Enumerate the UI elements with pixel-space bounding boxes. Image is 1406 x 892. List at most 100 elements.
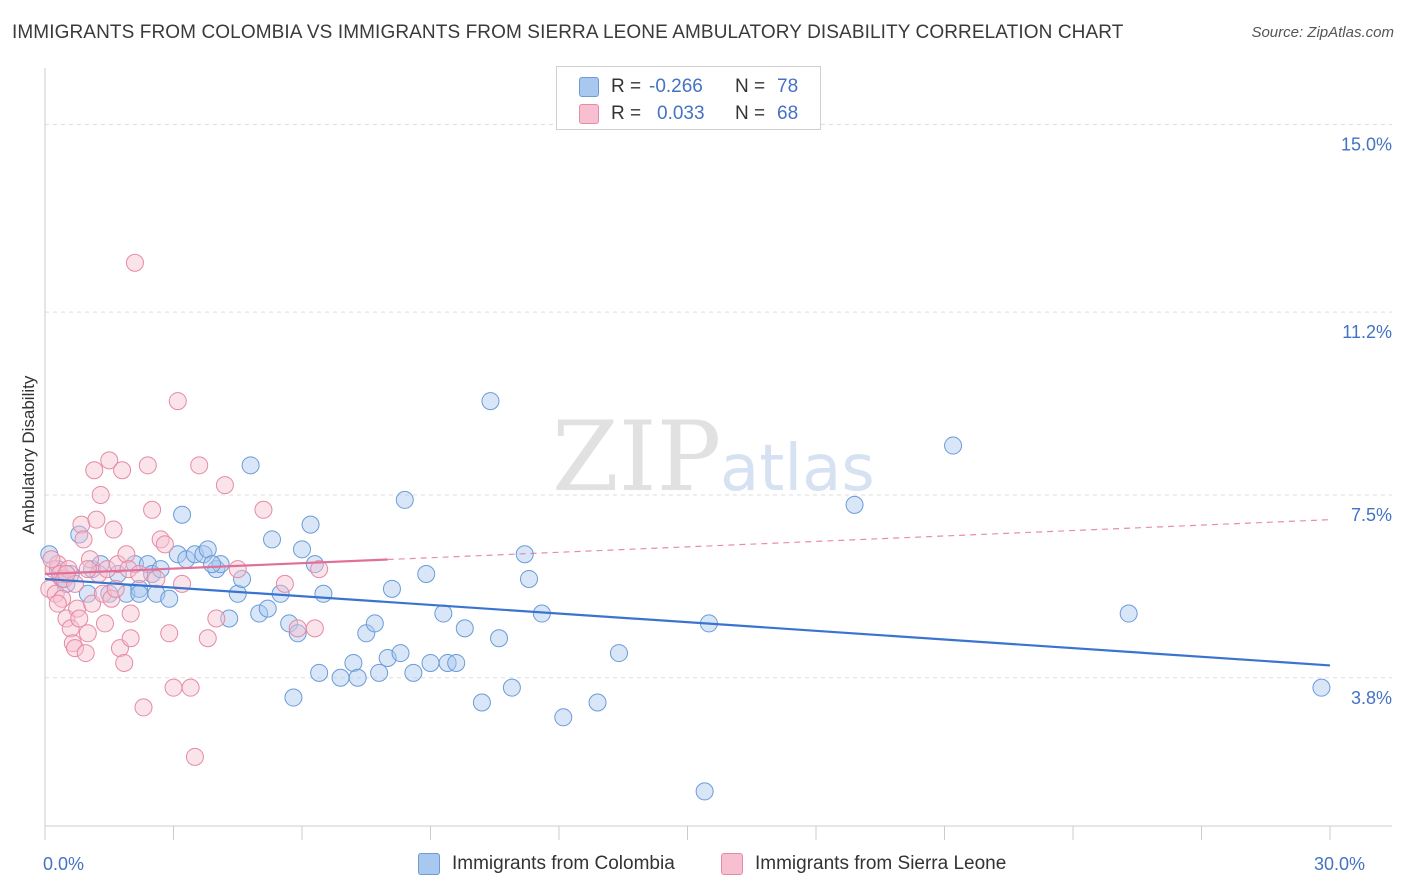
r-label: R =: [611, 103, 642, 124]
point-colombia: [263, 530, 282, 549]
legend-swatch-sierra-leone: [579, 104, 599, 124]
point-sierra-leone: [168, 392, 187, 411]
point-colombia: [250, 604, 269, 623]
point-colombia: [130, 584, 149, 603]
point-sierra-leone: [85, 461, 104, 480]
point-colombia: [845, 495, 864, 514]
point-colombia: [502, 678, 521, 697]
n-value: 78: [777, 76, 799, 97]
point-colombia: [382, 579, 401, 598]
point-colombia: [344, 653, 363, 672]
y-tick-label: 11.2%: [1342, 322, 1392, 342]
point-colombia: [520, 569, 539, 588]
point-sierra-leone: [164, 678, 183, 697]
point-sierra-leone: [310, 560, 329, 579]
chart-title: IMMIGRANTS FROM COLOMBIA VS IMMIGRANTS F…: [12, 22, 1124, 43]
point-sierra-leone: [72, 515, 91, 534]
data-points: [40, 253, 1331, 801]
point-sierra-leone: [95, 614, 114, 633]
point-sierra-leone: [185, 747, 204, 766]
watermark-zip: ZIP: [552, 401, 721, 513]
point-colombia: [160, 589, 179, 608]
point-colombia: [365, 614, 384, 633]
point-sierra-leone: [198, 629, 217, 648]
point-colombia: [288, 624, 307, 643]
point-sierra-leone: [102, 589, 121, 608]
point-sierra-leone: [181, 678, 200, 697]
point-colombia: [944, 436, 963, 455]
point-sierra-leone: [65, 639, 84, 658]
point-colombia: [331, 668, 350, 687]
point-sierra-leone: [207, 609, 226, 628]
point-colombia: [203, 555, 222, 574]
point-colombia: [314, 584, 333, 603]
point-colombia: [233, 569, 252, 588]
r-value: -0.266: [649, 76, 703, 97]
trend-line-colombia: [44, 577, 1331, 667]
point-sierra-leone: [125, 253, 144, 272]
y-tick-label: 7.5%: [1351, 505, 1392, 525]
point-sierra-leone: [76, 644, 95, 663]
r-value: 0.033: [657, 103, 705, 124]
point-colombia: [258, 599, 277, 618]
point-colombia: [301, 515, 320, 534]
n-label: N =: [735, 103, 766, 124]
point-sierra-leone: [78, 624, 97, 643]
stats-legend: R = -0.266 N = 78 R = 0.033 N = 68: [556, 66, 821, 130]
point-colombia: [173, 505, 192, 524]
point-sierra-leone: [74, 530, 93, 549]
point-sierra-leone: [98, 560, 117, 579]
point-colombia: [391, 644, 410, 663]
point-sierra-leone: [228, 560, 247, 579]
point-sierra-leone: [104, 520, 123, 539]
point-sierra-leone: [134, 698, 153, 717]
point-sierra-leone: [173, 574, 192, 593]
point-colombia: [370, 663, 389, 682]
point-colombia: [310, 663, 329, 682]
point-colombia: [198, 540, 217, 559]
point-colombia: [241, 456, 260, 475]
chart-source: Source: ZipAtlas.com: [1251, 24, 1394, 41]
point-colombia: [588, 693, 607, 712]
point-colombia: [609, 644, 628, 663]
point-colombia: [348, 668, 367, 687]
point-sierra-leone: [121, 604, 140, 623]
point-colombia: [481, 392, 500, 411]
point-colombia: [447, 653, 466, 672]
point-sierra-leone: [130, 565, 149, 584]
y-tick-label: 3.8%: [1351, 688, 1392, 708]
point-sierra-leone: [138, 456, 157, 475]
legend-label-sierra-leone: Immigrants from Sierra Leone: [755, 853, 1007, 874]
point-sierra-leone: [275, 574, 294, 593]
point-colombia: [472, 693, 491, 712]
point-sierra-leone: [288, 619, 307, 638]
point-colombia: [490, 629, 509, 648]
point-sierra-leone: [91, 485, 110, 504]
legend-swatch-colombia: [418, 853, 440, 875]
n-label: N =: [735, 76, 766, 97]
legend-swatch-colombia: [579, 77, 599, 97]
y-axis-label: Ambulatory Disability: [19, 375, 38, 534]
point-colombia: [404, 663, 423, 682]
axes: [44, 68, 1392, 840]
point-sierra-leone: [147, 569, 166, 588]
point-sierra-leone: [87, 510, 106, 529]
point-sierra-leone: [42, 550, 61, 569]
point-sierra-leone: [115, 653, 134, 672]
point-sierra-leone: [215, 476, 234, 495]
point-sierra-leone: [117, 545, 136, 564]
point-sierra-leone: [48, 594, 67, 613]
trend-lines: [44, 519, 1331, 667]
legend-swatch-sierra-leone: [721, 853, 743, 875]
point-sierra-leone: [78, 560, 97, 579]
point-sierra-leone: [100, 451, 119, 470]
point-colombia: [434, 604, 453, 623]
n-value: 68: [777, 103, 799, 124]
point-colombia: [1119, 604, 1138, 623]
point-sierra-leone: [113, 461, 132, 480]
tick-labels: 15.0% 11.2% 7.5% 3.8% 0.0% 30.0%: [43, 134, 1392, 874]
point-colombia: [78, 584, 97, 603]
legend-label-colombia: Immigrants from Colombia: [452, 853, 675, 874]
point-colombia: [554, 708, 573, 727]
